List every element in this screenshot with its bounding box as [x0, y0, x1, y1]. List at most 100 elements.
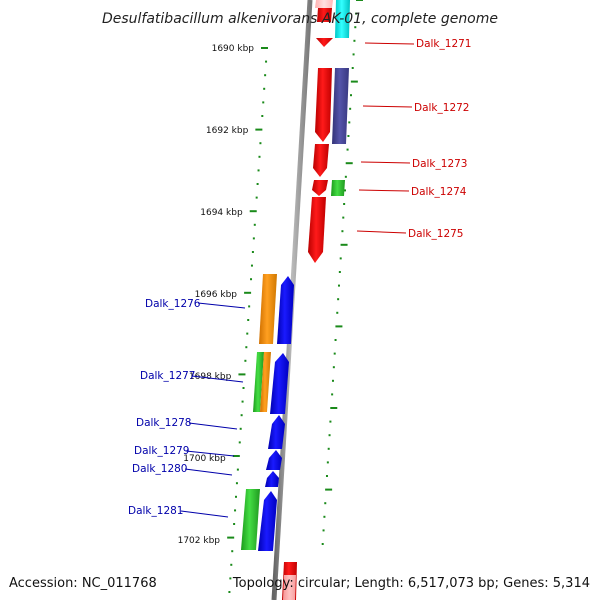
- minor-tick: [322, 529, 325, 532]
- leader-dalk-1275: [356, 230, 407, 234]
- minor-tick: [241, 400, 244, 403]
- minor-tick: [331, 379, 334, 382]
- minor-tick: [231, 550, 234, 553]
- minor-tick: [262, 101, 265, 104]
- gene-arrow-dalk-1276[interactable]: [277, 276, 294, 344]
- gene-label-dalk-1276[interactable]: Dalk_1276: [145, 298, 201, 310]
- minor-tick: [326, 461, 329, 464]
- minor-tick: [331, 393, 334, 396]
- minor-tick: [259, 142, 262, 145]
- leader-dalk-1272: [362, 105, 413, 108]
- gene-arrow-dalk-1273[interactable]: [313, 144, 329, 177]
- minor-tick: [256, 183, 259, 185]
- gene-arrow-dalk-1271[interactable]: [316, 38, 333, 47]
- minor-tick: [352, 53, 355, 56]
- minor-tick: [342, 216, 345, 219]
- minor-tick: [346, 148, 349, 151]
- minor-tick: [334, 339, 337, 341]
- gene-arrow-dalk-1272[interactable]: [315, 68, 332, 142]
- kbp-scale: 1690 kbp 1692 kbp 1694 kbp 1696 kbp 1698 kbp…: [178, 44, 255, 546]
- minor-tick: [235, 482, 238, 485]
- minor-tick: [349, 107, 352, 110]
- reverse-strand-features: [241, 274, 294, 551]
- minor-tick: [338, 271, 341, 273]
- reverse-label-lines: [180, 302, 246, 518]
- major-tick: [345, 162, 353, 165]
- pink-feature: [315, 0, 333, 8]
- major-tick: [249, 210, 257, 213]
- minor-tick: [239, 427, 242, 430]
- minor-tick: [253, 223, 256, 226]
- topology-text: Topology: circular; Length: 6,517,073 bp…: [232, 576, 590, 591]
- leader-dalk-1277: [191, 375, 244, 383]
- kbp-label: 1698 kbp: [189, 372, 232, 382]
- minor-tick: [255, 196, 258, 199]
- major-tick: [325, 488, 333, 491]
- minor-tick: [336, 311, 339, 314]
- purple-feature: [332, 68, 349, 144]
- minor-tick: [248, 305, 251, 308]
- gene-arrow-dalk-1281[interactable]: [258, 491, 277, 551]
- minor-tick: [327, 447, 330, 450]
- leader-dalk-1280: [184, 468, 233, 476]
- gene-arrow-dalk-1278[interactable]: [268, 415, 285, 449]
- minor-tick: [355, 12, 358, 15]
- minor-tick: [341, 230, 344, 233]
- right-tick-track: [321, 0, 363, 545]
- gene-label-dalk-1279[interactable]: Dalk_1279: [134, 445, 190, 457]
- minor-tick: [263, 87, 266, 90]
- minor-tick: [252, 237, 255, 240]
- gene-label-dalk-1271[interactable]: Dalk_1271: [416, 38, 472, 50]
- minor-tick: [351, 67, 354, 69]
- minor-tick: [333, 352, 336, 355]
- gene-label-dalk-1273[interactable]: Dalk_1273: [412, 158, 468, 170]
- major-tick: [340, 243, 348, 246]
- major-tick: [350, 80, 358, 83]
- minor-tick: [347, 135, 350, 137]
- gene-label-dalk-1272[interactable]: Dalk_1272: [414, 102, 470, 114]
- gene-arrow-dalk-1280[interactable]: [265, 471, 279, 487]
- cyan-feature: [335, 0, 350, 38]
- green-feature-1277: [253, 352, 264, 412]
- gene-label-dalk-1280[interactable]: Dalk_1280: [132, 463, 188, 475]
- kbp-label: 1696 kbp: [195, 290, 238, 300]
- minor-tick: [323, 515, 326, 518]
- gene-arrow-dalk-1274[interactable]: [312, 180, 328, 196]
- major-tick: [227, 536, 235, 539]
- major-tick: [335, 325, 343, 328]
- minor-tick: [245, 346, 248, 349]
- leader-dalk-1281: [180, 510, 229, 518]
- gene-label-dalk-1275[interactable]: Dalk_1275: [408, 228, 464, 240]
- major-tick: [244, 291, 252, 294]
- major-tick: [238, 373, 246, 376]
- minor-tick: [343, 203, 346, 205]
- minor-tick: [349, 94, 352, 97]
- green-feature-1281: [241, 489, 260, 550]
- minor-tick: [236, 468, 239, 471]
- gene-arrow-dalk-1277[interactable]: [270, 353, 289, 414]
- accession-text: Accession: NC_011768: [9, 576, 157, 591]
- major-tick: [330, 407, 338, 409]
- gene-arrow-dalk-1275[interactable]: [308, 197, 326, 263]
- forward-label-lines: [356, 42, 415, 234]
- minor-tick: [229, 577, 232, 580]
- major-tick: [356, 0, 363, 1]
- kbp-label: 1702 kbp: [178, 536, 221, 546]
- minor-tick: [234, 495, 237, 498]
- gene-label-dalk-1281[interactable]: Dalk_1281: [128, 505, 184, 517]
- gene-arrow-dalk-1279[interactable]: [266, 450, 282, 470]
- major-tick: [255, 128, 263, 131]
- leader-dalk-1274: [358, 189, 410, 192]
- minor-tick: [329, 420, 332, 423]
- minor-tick: [337, 284, 340, 287]
- minor-tick: [251, 251, 254, 253]
- gene-arrow-dalk-1271a[interactable]: [317, 8, 332, 22]
- gene-label-dalk-1278[interactable]: Dalk_1278: [136, 417, 192, 429]
- minor-tick: [343, 189, 346, 192]
- gene-label-dalk-1274[interactable]: Dalk_1274: [411, 186, 467, 198]
- leader-dalk-1271: [364, 42, 415, 45]
- reverse-gene-labels: Dalk_1276 Dalk_1277 Dalk_1278 Dalk_1279 …: [128, 298, 201, 517]
- minor-tick: [324, 502, 327, 505]
- gene-label-dalk-1277[interactable]: Dalk_1277: [140, 370, 196, 382]
